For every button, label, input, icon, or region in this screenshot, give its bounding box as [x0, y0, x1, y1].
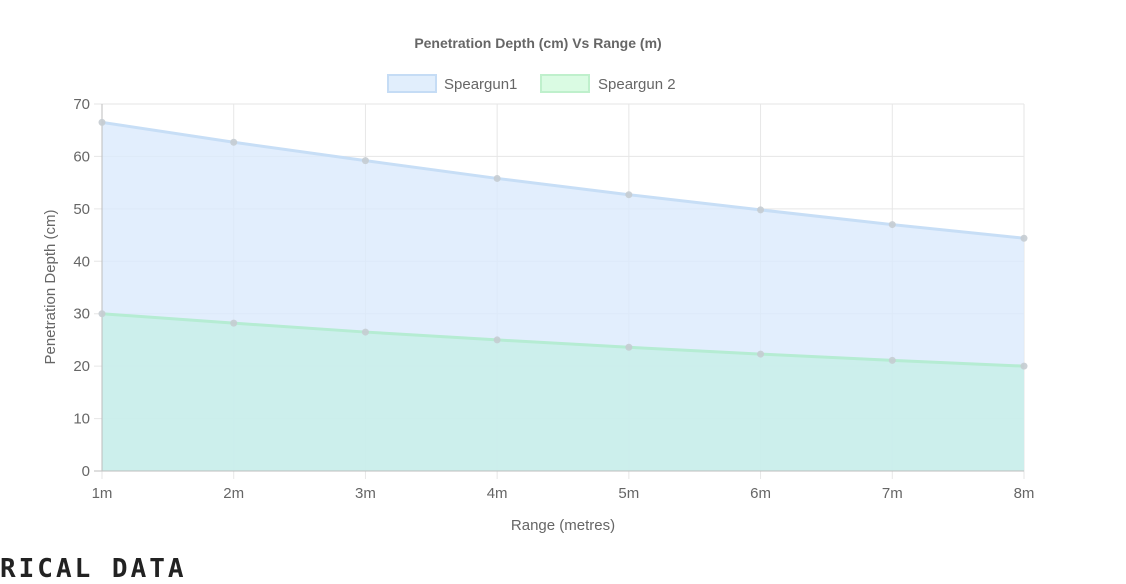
point-s1-4m[interactable]	[493, 174, 501, 182]
x-tick-label-5m: 5m	[618, 485, 639, 502]
penetration-chart: Penetration Depth (cm) Vs Range (m) Spea…	[42, 35, 1035, 534]
point-s2-4m[interactable]	[493, 336, 501, 344]
y-axis-label: Penetration Depth (cm)	[42, 209, 59, 364]
y-tick-label-40: 40	[73, 253, 90, 270]
axes	[94, 104, 1024, 472]
y-tick-label-20: 20	[73, 358, 90, 375]
x-tick-label-3m: 3m	[355, 485, 376, 502]
point-s1-6m[interactable]	[757, 206, 765, 214]
x-tick-label-2m: 2m	[223, 485, 244, 502]
point-s2-5m[interactable]	[625, 343, 633, 351]
point-s1-1m[interactable]	[98, 118, 106, 126]
y-tick-labels: 0 10 20 30 40 50 60 70	[73, 96, 90, 480]
series-line-1	[101, 120, 1025, 240]
legend-swatch-speargun1[interactable]	[387, 74, 437, 93]
x-tick-label-4m: 4m	[487, 485, 508, 502]
area-fill-2	[102, 313, 1024, 471]
y-tick-label-30: 30	[73, 306, 90, 323]
point-s1-7m[interactable]	[888, 221, 896, 229]
series-points	[98, 118, 1028, 370]
legend: Speargun1 Speargun 2	[387, 74, 676, 93]
x-tick-label-7m: 7m	[882, 485, 903, 502]
x-tick-labels: 1m 2m 3m 4m 5m 6m 7m 8m	[92, 485, 1035, 502]
x-tick-label-1m: 1m	[92, 485, 113, 502]
y-tick-label-0: 0	[82, 463, 90, 480]
point-s1-5m[interactable]	[625, 191, 633, 199]
series-areas	[101, 120, 1025, 471]
y-tick-label-10: 10	[73, 411, 90, 428]
point-s2-2m[interactable]	[230, 319, 238, 327]
x-tick-label-8m: 8m	[1014, 485, 1035, 502]
point-s1-3m[interactable]	[361, 157, 369, 165]
chart-title: Penetration Depth (cm) Vs Range (m)	[414, 35, 661, 51]
y-tick-label-50: 50	[73, 201, 90, 218]
y-tick-label-60: 60	[73, 148, 90, 165]
point-s2-8m[interactable]	[1020, 362, 1028, 370]
point-s2-3m[interactable]	[361, 328, 369, 336]
x-axis-label: Range (metres)	[511, 517, 615, 534]
x-tick-label-6m: 6m	[750, 485, 771, 502]
point-s2-7m[interactable]	[888, 356, 896, 364]
legend-swatch-speargun2[interactable]	[540, 74, 590, 93]
section-heading: RICAL DATA	[0, 554, 187, 584]
y-tick-label-70: 70	[73, 96, 90, 113]
point-s1-2m[interactable]	[230, 138, 238, 146]
series-line-2	[101, 312, 1025, 368]
point-s2-1m[interactable]	[98, 310, 106, 318]
legend-label-speargun2[interactable]: Speargun 2	[598, 76, 676, 93]
legend-label-speargun1[interactable]: Speargun1	[444, 76, 517, 93]
point-s2-6m[interactable]	[757, 350, 765, 358]
point-s1-8m[interactable]	[1020, 234, 1028, 242]
